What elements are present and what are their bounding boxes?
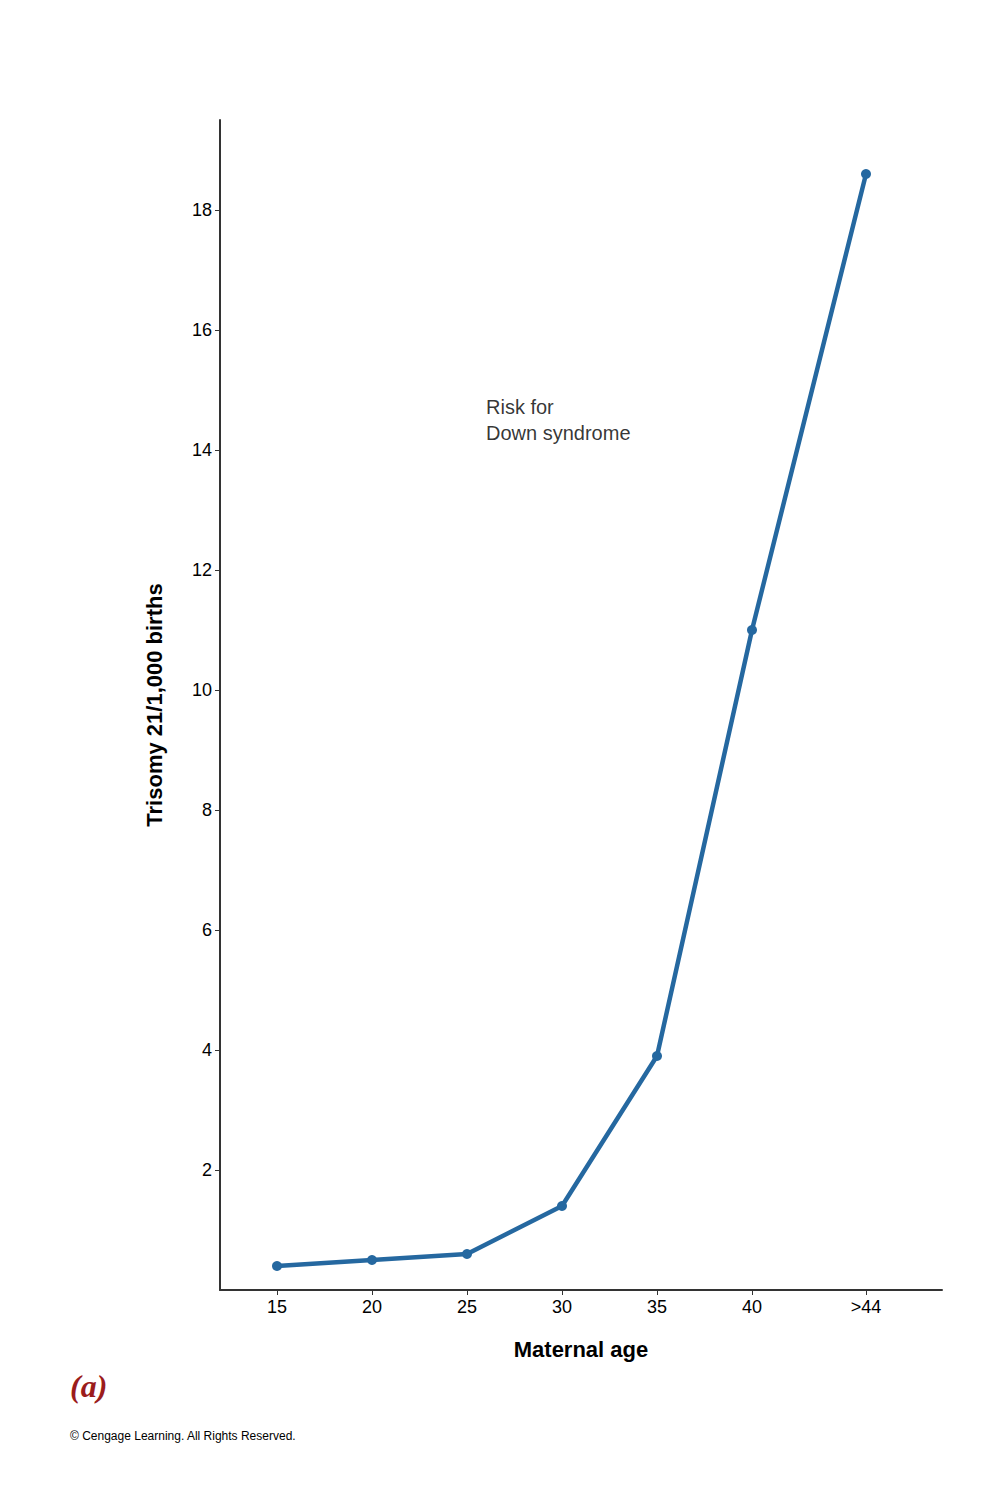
svg-text:>44: >44: [851, 1297, 882, 1317]
svg-text:40: 40: [742, 1297, 762, 1317]
svg-text:20: 20: [362, 1297, 382, 1317]
svg-text:15: 15: [267, 1297, 287, 1317]
svg-text:4: 4: [202, 1040, 212, 1060]
svg-text:8: 8: [202, 800, 212, 820]
svg-text:18: 18: [192, 200, 212, 220]
svg-text:14: 14: [192, 440, 212, 460]
svg-text:Risk for: Risk for: [486, 396, 554, 418]
svg-text:10: 10: [192, 680, 212, 700]
svg-text:Trisomy 21/1,000 births: Trisomy 21/1,000 births: [142, 583, 167, 826]
svg-text:2: 2: [202, 1160, 212, 1180]
svg-text:6: 6: [202, 920, 212, 940]
svg-text:© Cengage Learning. All Rights: © Cengage Learning. All Rights Reserved.: [70, 1429, 296, 1443]
svg-text:16: 16: [192, 320, 212, 340]
svg-text:Maternal age: Maternal age: [514, 1337, 649, 1362]
svg-text:30: 30: [552, 1297, 572, 1317]
svg-text:12: 12: [192, 560, 212, 580]
svg-text:25: 25: [457, 1297, 477, 1317]
svg-text:(a): (a): [70, 1368, 107, 1404]
svg-text:Down syndrome: Down syndrome: [486, 422, 631, 444]
svg-text:35: 35: [647, 1297, 667, 1317]
